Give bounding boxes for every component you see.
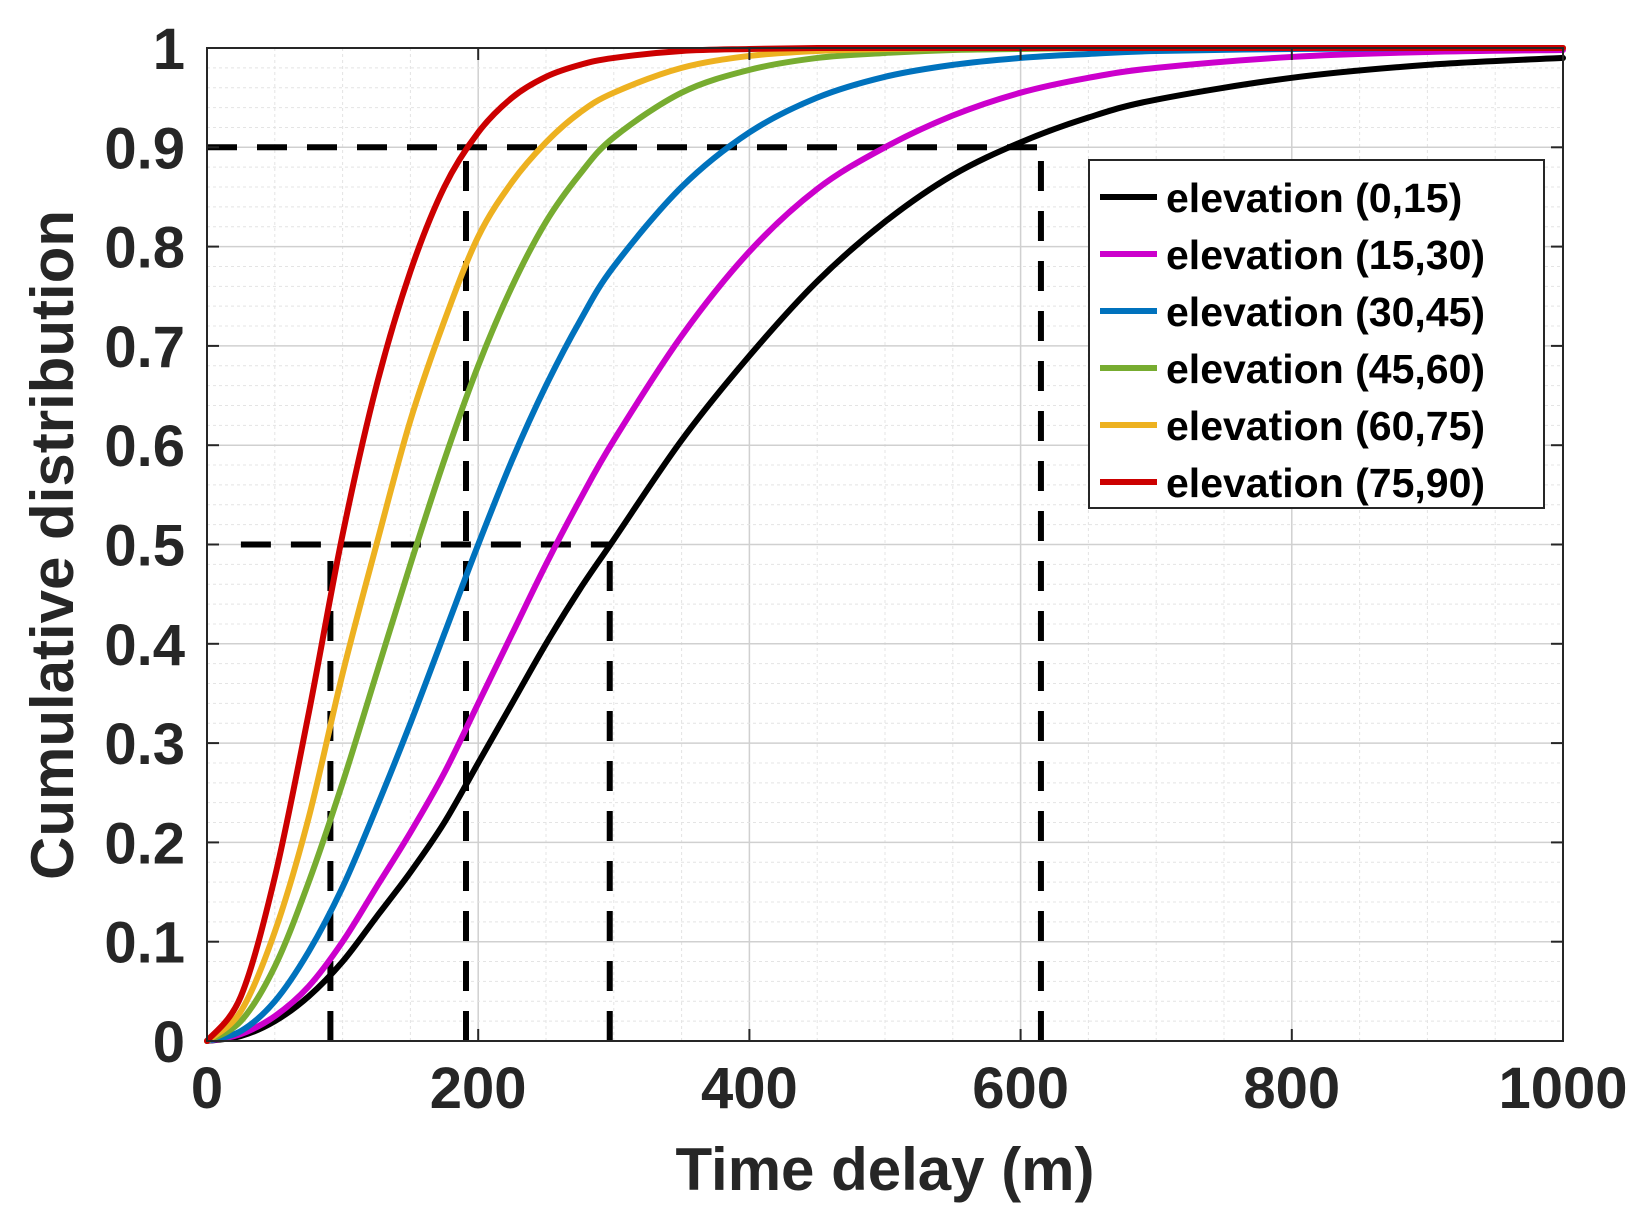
y-tick-label: 0.1 [104, 911, 185, 976]
legend-label-3: elevation (30,45) [1166, 289, 1485, 335]
y-tick-label: 1 [153, 17, 185, 82]
legend-label-2: elevation (15,30) [1166, 232, 1485, 278]
y-tick-label: 0 [153, 1010, 185, 1075]
y-axis-title: Cumulative distribution [19, 210, 86, 880]
x-tick-label: 600 [972, 1056, 1069, 1121]
y-tick-label: 0.6 [104, 414, 185, 479]
legend-box [1088, 159, 1545, 509]
y-axis-ticks: 0 0.1 0.2 0.3 0.4 0.5 0.6 0.7 0.8 0.9 1 [104, 17, 1563, 1075]
y-tick-label: 0.2 [104, 811, 185, 876]
y-tick-label: 0.5 [104, 514, 185, 579]
x-tick-label: 0 [191, 1056, 223, 1121]
y-tick-label: 0.9 [104, 116, 185, 181]
legend-label-4: elevation (45,60) [1166, 346, 1485, 392]
y-tick-label: 0.4 [104, 613, 185, 678]
series-line-2 [204, 46, 1566, 1044]
x-tick-label: 400 [701, 1056, 798, 1121]
x-tick-label: 200 [430, 1056, 527, 1121]
y-tick-label: 0.3 [104, 712, 185, 777]
x-axis-title: Time delay (m) [675, 1136, 1094, 1203]
y-tick-label: 0.8 [104, 216, 185, 281]
reference-lines [207, 144, 1044, 1041]
grid [207, 48, 1563, 1041]
legend: elevation (0,15) elevation (15,30) elevati… [1088, 159, 1545, 509]
x-tick-label: 1000 [1498, 1056, 1627, 1121]
legend-label-5: elevation (60,75) [1166, 403, 1485, 449]
y-tick-label: 0.7 [104, 315, 185, 380]
series-line-3 [204, 44, 1566, 1044]
legend-label-1: elevation (0,15) [1166, 175, 1462, 221]
legend-label-6: elevation (75,90) [1166, 460, 1485, 506]
series-line-1 [204, 54, 1566, 1044]
x-axis-ticks: 0 200 400 600 800 1000 [191, 48, 1628, 1121]
x-tick-label: 800 [1243, 1056, 1340, 1121]
